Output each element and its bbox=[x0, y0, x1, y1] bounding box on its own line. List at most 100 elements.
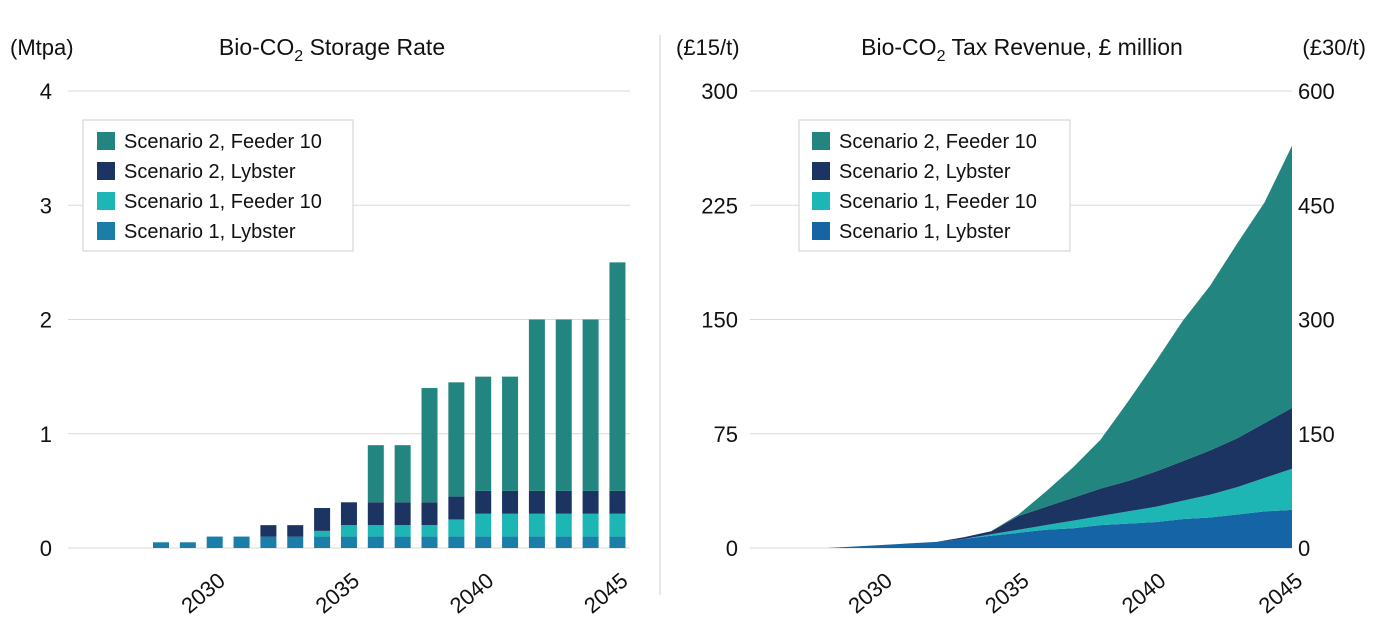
right-right-y-tick-label: 0 bbox=[1298, 536, 1310, 561]
bar-scenario-2-lybster-2044 bbox=[582, 490, 599, 514]
left-y-tick-label: 3 bbox=[40, 193, 52, 218]
right-x-tick-labels: 2030 2035 2040 2045 bbox=[843, 568, 1307, 619]
bar-scenario-1-lybster-2034 bbox=[314, 536, 331, 548]
left-legend-swatch bbox=[97, 192, 115, 210]
right-right-y-tick-label: 450 bbox=[1298, 193, 1335, 218]
right-right-y-tick-label: 300 bbox=[1298, 308, 1335, 333]
bar-scenario-1-feeder-10-2044 bbox=[582, 513, 599, 537]
bar-scenario-2-lybster-2040 bbox=[475, 490, 492, 514]
bar-scenario-1-feeder-10-2037 bbox=[394, 525, 411, 537]
bar-scenario-2-lybster-2042 bbox=[528, 490, 545, 514]
right-x-tick-label: 2040 bbox=[1117, 568, 1171, 619]
bar-scenario-2-feeder-10-2041 bbox=[502, 376, 519, 491]
left-chart-title: Bio-CO2 Storage Rate bbox=[219, 34, 445, 65]
bar-scenario-1-lybster-2040 bbox=[475, 536, 492, 548]
bar-scenario-2-feeder-10-2040 bbox=[475, 376, 492, 491]
bar-scenario-1-lybster-2031 bbox=[233, 536, 250, 548]
right-left-y-tick-label: 300 bbox=[701, 79, 738, 104]
bar-scenario-1-lybster-2038 bbox=[421, 536, 438, 548]
bar-scenario-1-lybster-2028 bbox=[153, 542, 169, 548]
right-legend-label: Scenario 2, Lybster bbox=[839, 161, 1011, 183]
bar-scenario-1-lybster-2043 bbox=[555, 536, 572, 548]
bar-scenario-1-feeder-10-2038 bbox=[421, 525, 438, 537]
bar-scenario-2-lybster-2037 bbox=[394, 502, 411, 526]
bar-scenario-2-lybster-2034 bbox=[314, 508, 331, 531]
bar-scenario-2-lybster-2033 bbox=[287, 525, 304, 537]
left-legend-label: Scenario 2, Lybster bbox=[124, 161, 296, 183]
bar-scenario-2-lybster-2036 bbox=[367, 502, 384, 526]
left-bars bbox=[153, 262, 626, 548]
bar-scenario-1-feeder-10-2036 bbox=[367, 525, 384, 537]
left-legend: Scenario 2, Feeder 10 Scenario 2, Lybster… bbox=[82, 119, 354, 252]
bar-scenario-1-lybster-2033 bbox=[287, 536, 304, 548]
bar-scenario-1-feeder-10-2034 bbox=[314, 530, 331, 537]
bar-scenario-1-lybster-2039 bbox=[448, 536, 465, 548]
bar-scenario-1-feeder-10-2039 bbox=[448, 519, 465, 537]
bar-scenario-1-lybster-2041 bbox=[502, 536, 519, 548]
bar-scenario-2-feeder-10-2044 bbox=[582, 319, 599, 491]
left-y-tick-label: 1 bbox=[40, 422, 52, 447]
bar-scenario-2-lybster-2035 bbox=[340, 502, 357, 526]
left-legend-swatch bbox=[97, 222, 115, 240]
right-x-tick-label: 2045 bbox=[1254, 568, 1308, 619]
bar-scenario-1-feeder-10-2043 bbox=[555, 513, 572, 537]
right-legend-label: Scenario 1, Feeder 10 bbox=[839, 191, 1037, 213]
right-legend-label: Scenario 1, Lybster bbox=[839, 221, 1011, 243]
bar-scenario-2-feeder-10-2042 bbox=[528, 319, 545, 491]
bar-scenario-2-lybster-2041 bbox=[502, 490, 519, 514]
right-legend-swatch bbox=[812, 192, 830, 210]
bar-scenario-1-lybster-2042 bbox=[528, 536, 545, 548]
right-areas bbox=[827, 145, 1292, 549]
right-left-y-tick-label: 225 bbox=[701, 193, 738, 218]
bar-scenario-1-lybster-2030 bbox=[206, 536, 223, 548]
right-legend-box bbox=[798, 119, 1071, 252]
bar-scenario-2-feeder-10-2043 bbox=[555, 319, 572, 491]
left-legend-swatch bbox=[97, 162, 115, 180]
storage-rate-chart: (Mtpa) Bio-CO2 Storage Rate 0 1 2 3 4 2030 20… bbox=[10, 34, 633, 618]
left-legend-label: Scenario 1, Lybster bbox=[124, 221, 296, 243]
bar-scenario-1-feeder-10-2045 bbox=[609, 513, 626, 537]
bar-scenario-2-feeder-10-2037 bbox=[394, 445, 411, 503]
right-y-axis-unit-left: (£15/t) bbox=[676, 35, 740, 60]
right-left-y-tick-labels: 0 75 150 225 300 bbox=[701, 79, 738, 561]
left-legend-label: Scenario 2, Feeder 10 bbox=[124, 131, 322, 153]
left-y-axis-unit: (Mtpa) bbox=[10, 35, 74, 60]
bar-scenario-1-feeder-10-2042 bbox=[528, 513, 545, 537]
right-x-tick-label: 2030 bbox=[843, 568, 897, 619]
area-scenario-1-feeder-10 bbox=[827, 468, 1292, 548]
bar-scenario-2-lybster-2038 bbox=[421, 502, 438, 526]
left-x-tick-label: 2045 bbox=[579, 568, 633, 619]
right-legend: Scenario 2, Feeder 10 Scenario 2, Lybster… bbox=[798, 119, 1071, 252]
bar-scenario-2-lybster-2043 bbox=[555, 490, 572, 514]
bar-scenario-1-lybster-2036 bbox=[367, 536, 384, 548]
bar-scenario-1-feeder-10-2040 bbox=[475, 513, 492, 537]
bar-scenario-2-feeder-10-2038 bbox=[421, 388, 438, 503]
bar-scenario-2-feeder-10-2039 bbox=[448, 382, 465, 497]
left-y-tick-label: 0 bbox=[40, 536, 52, 561]
left-y-tick-label: 4 bbox=[40, 79, 52, 104]
left-y-tick-label: 2 bbox=[40, 308, 52, 333]
bar-scenario-2-feeder-10-2036 bbox=[367, 445, 384, 503]
left-legend-swatch bbox=[97, 132, 115, 150]
bar-scenario-2-feeder-10-2045 bbox=[609, 262, 626, 491]
bar-scenario-1-feeder-10-2041 bbox=[502, 513, 519, 537]
left-x-tick-label: 2030 bbox=[176, 568, 230, 619]
bar-scenario-2-lybster-2045 bbox=[609, 490, 626, 514]
right-left-y-tick-label: 0 bbox=[726, 536, 738, 561]
right-legend-swatch bbox=[812, 162, 830, 180]
tax-revenue-chart: (£15/t) (£30/t) Bio-CO2 Tax Revenue, £ m… bbox=[676, 34, 1366, 618]
right-y-axis-unit-right: (£30/t) bbox=[1302, 35, 1366, 60]
bar-scenario-1-feeder-10-2035 bbox=[340, 525, 357, 537]
right-left-y-tick-label: 75 bbox=[714, 422, 738, 447]
right-chart-title: Bio-CO2 Tax Revenue, £ million bbox=[861, 34, 1183, 65]
left-x-tick-labels: 2030 2035 2040 2045 bbox=[176, 568, 632, 619]
left-legend-label: Scenario 1, Feeder 10 bbox=[124, 191, 322, 213]
right-legend-label: Scenario 2, Feeder 10 bbox=[839, 131, 1037, 153]
right-right-y-tick-label: 600 bbox=[1298, 79, 1335, 104]
bar-scenario-2-lybster-2039 bbox=[448, 496, 465, 520]
area-scenario-2-feeder-10 bbox=[827, 145, 1292, 549]
bar-scenario-2-lybster-2032 bbox=[260, 525, 277, 537]
left-x-tick-label: 2035 bbox=[311, 568, 365, 619]
right-x-tick-label: 2035 bbox=[980, 568, 1034, 619]
